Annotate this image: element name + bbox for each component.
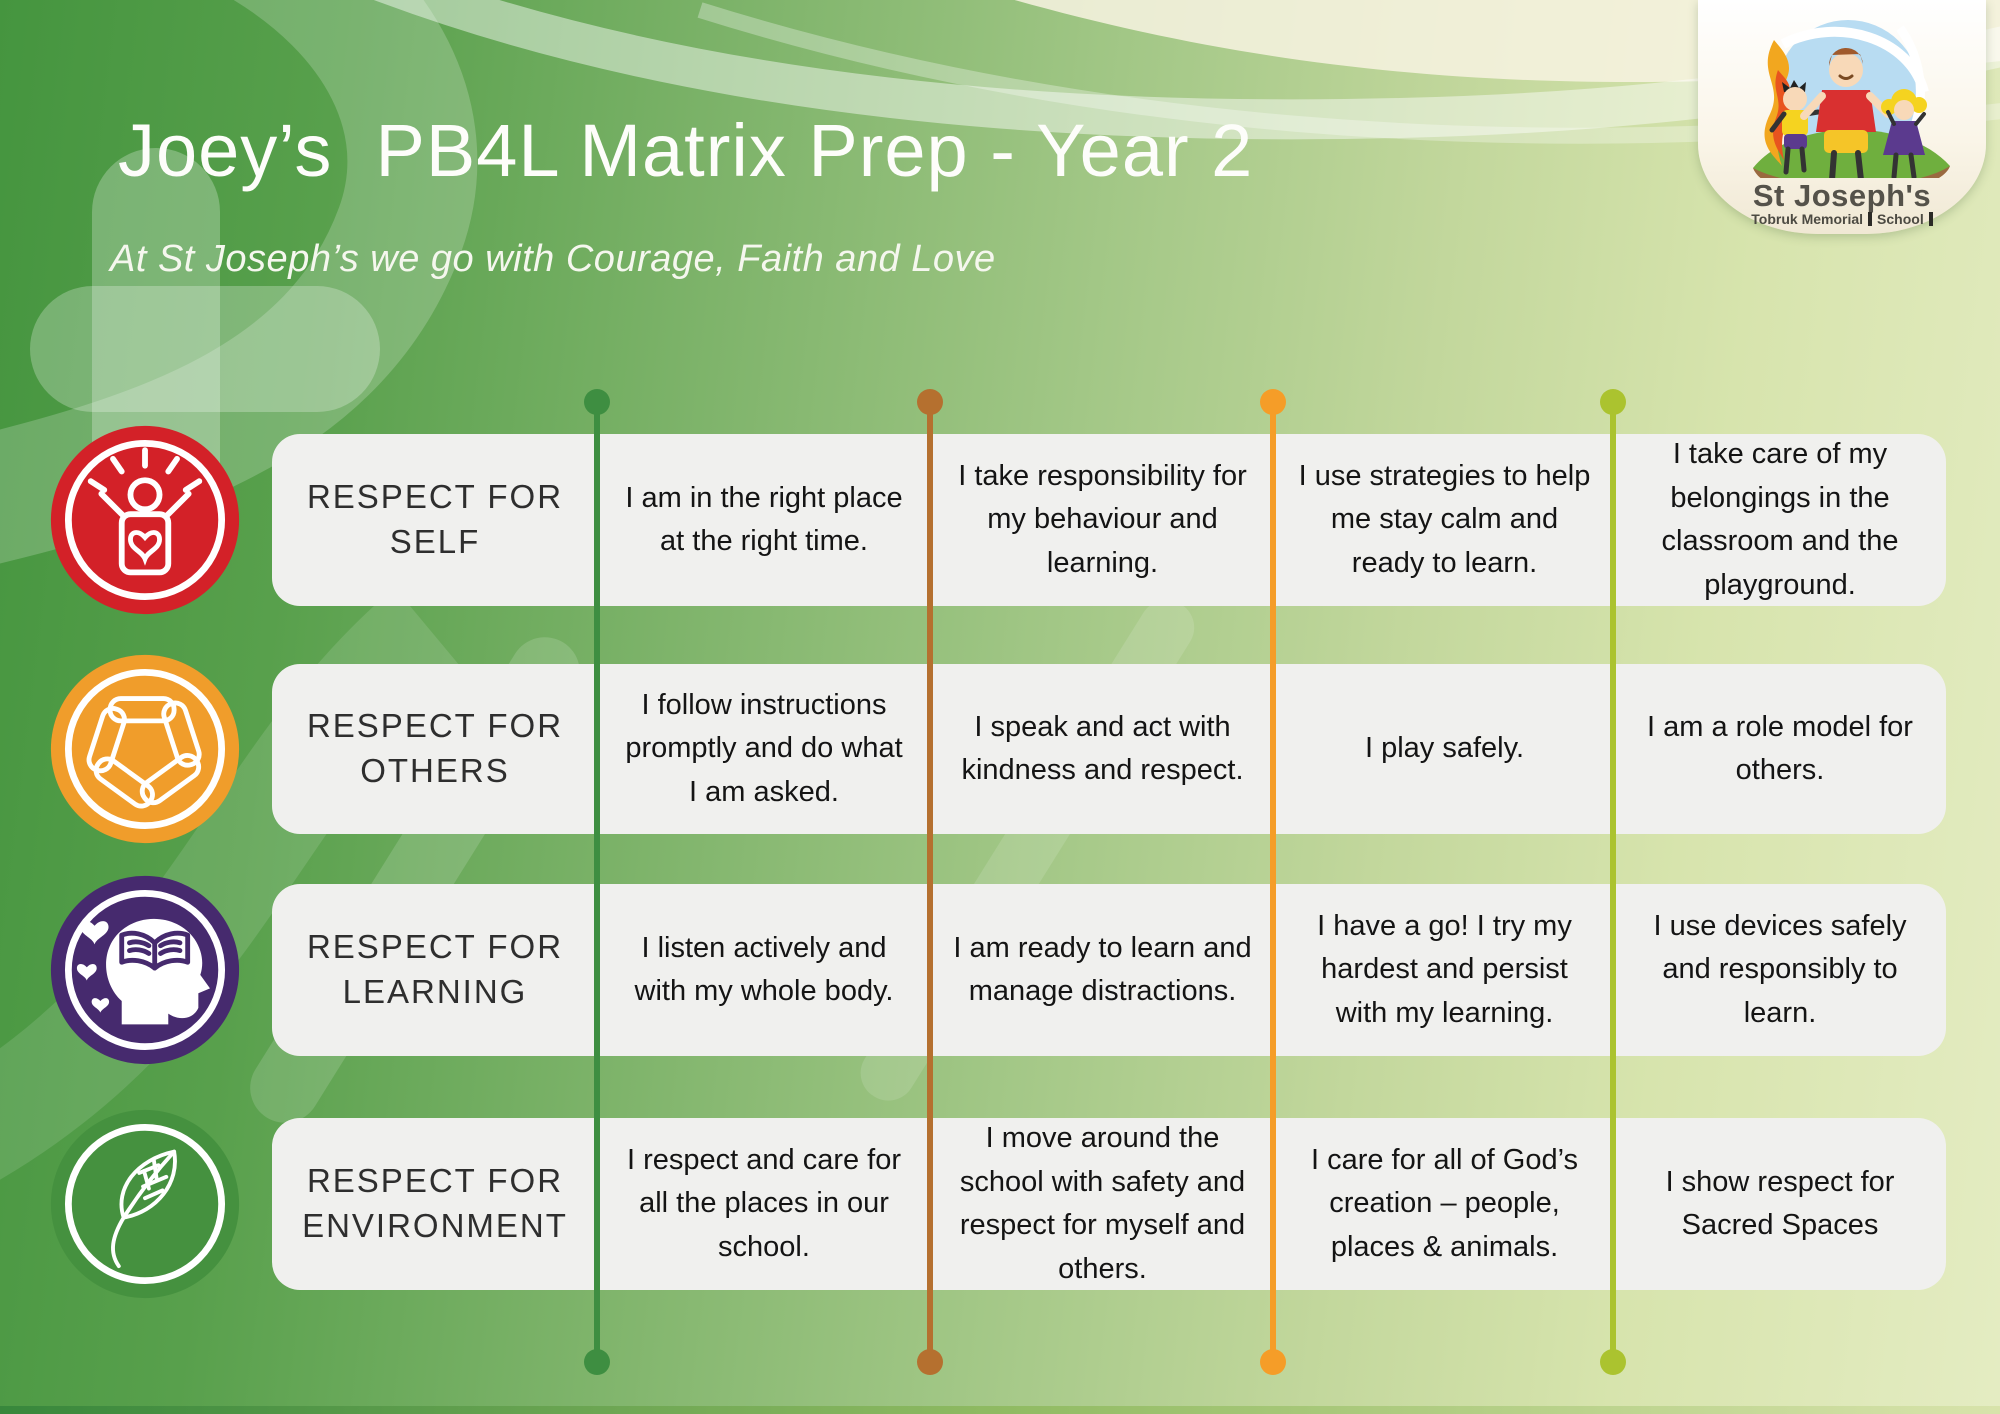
matrix-cell: I use devices safely and responsibly to …: [1653, 909, 1907, 1029]
divider-line: [1610, 402, 1616, 1362]
row-label-line: RESPECT FOR: [306, 478, 564, 516]
matrix-cell: I take responsibility for my behaviour a…: [958, 459, 1247, 579]
row-label-self: RESPECT FOR SELF: [280, 434, 590, 606]
respect-others-badge: [50, 654, 240, 844]
school-name: St Joseph's: [1752, 178, 1932, 213]
divider-dot: [917, 389, 943, 415]
matrix-cell: I am ready to learn and manage distracti…: [953, 931, 1252, 1008]
respect-learning-badge: [50, 875, 240, 1065]
flag-bar-icon: [1928, 212, 1933, 226]
matrix-cell: I am a role model for others.: [1647, 710, 1913, 787]
matrix-row-bar: [272, 664, 1946, 834]
matrix-cell: I use strategies to help me stay calm an…: [1298, 459, 1591, 579]
school-subtitle: Tobruk Memorial School: [1698, 211, 1986, 227]
divider-line: [1270, 402, 1276, 1362]
matrix-cell: I play safely.: [1364, 732, 1525, 765]
row-label-line: SELF: [389, 523, 481, 560]
matrix-row-bar: [272, 434, 1946, 606]
book-head-icon: [76, 918, 210, 1025]
divider-dot: [584, 389, 610, 415]
school-subtitle-left: Tobruk Memorial: [1751, 211, 1864, 227]
matrix-row-bar: [272, 1118, 1946, 1290]
bottom-edge-strip: [0, 1406, 2000, 1414]
matrix-cell: I am in the right place at the right tim…: [625, 481, 903, 558]
badge-circle: [50, 1109, 240, 1299]
divider-dot: [1600, 1349, 1626, 1375]
row-label-line: ENVIRONMENT: [302, 1207, 568, 1244]
flag-bar-icon: [1868, 212, 1873, 226]
divider-line: [594, 402, 600, 1362]
row-label-line: OTHERS: [360, 752, 510, 789]
divider-dot: [1260, 389, 1286, 415]
row-label-line: RESPECT FOR: [306, 1162, 564, 1200]
divider-line: [927, 402, 933, 1362]
divider-dot: [1260, 1349, 1286, 1375]
matrix-cell: I speak and act with kindness and respec…: [961, 710, 1244, 787]
divider-dot: [584, 1349, 610, 1375]
page-title: Joey’s PB4L Matrix Prep - Year 2: [118, 109, 1254, 192]
row-label-learning: RESPECT FOR LEARNING: [280, 884, 590, 1056]
matrix-cell: I follow instructions promptly and do wh…: [625, 688, 903, 808]
row-label-line: RESPECT FOR: [306, 707, 564, 745]
row-label-others: RESPECT FOR OTHERS: [280, 664, 590, 834]
respect-environment-badge: [50, 1109, 240, 1299]
matrix-cell: I respect and care for all the places in…: [626, 1143, 902, 1263]
school-logo-illustration: [1753, 20, 1950, 178]
leaf-icon: [111, 1149, 177, 1269]
school-logo: St Joseph's Tobruk Memorial School: [1698, 0, 1986, 234]
matrix-cell: I have a go! I try my hardest and persis…: [1317, 909, 1572, 1029]
school-subtitle-right: School: [1877, 211, 1924, 227]
divider-dot: [1600, 389, 1626, 415]
matrix-cell: I show respect for Sacred Spaces: [1665, 1165, 1895, 1242]
respect-self-badge: [50, 425, 240, 615]
divider-dot: [917, 1349, 943, 1375]
hands-together-icon: [86, 696, 202, 809]
page-subtitle: At St Joseph’s we go with Courage, Faith…: [110, 238, 996, 280]
badge-circle: [50, 654, 240, 844]
matrix-cell: I care for all of God’s creation – peopl…: [1310, 1143, 1579, 1263]
matrix-cell: I move around the school with safety and…: [959, 1122, 1246, 1285]
matrix-row-bar: [272, 884, 1946, 1056]
row-label-environment: RESPECT FOR ENVIRONMENT: [280, 1118, 590, 1290]
matrix-cell: I listen actively and with my whole body…: [634, 931, 894, 1008]
badge-circle: [50, 425, 240, 615]
matrix-cell: I take care of my belongings in the clas…: [1661, 438, 1899, 601]
row-label-line: RESPECT FOR: [306, 928, 564, 966]
row-label-line: LEARNING: [342, 973, 528, 1010]
person-celebrating-icon: [87, 447, 203, 576]
